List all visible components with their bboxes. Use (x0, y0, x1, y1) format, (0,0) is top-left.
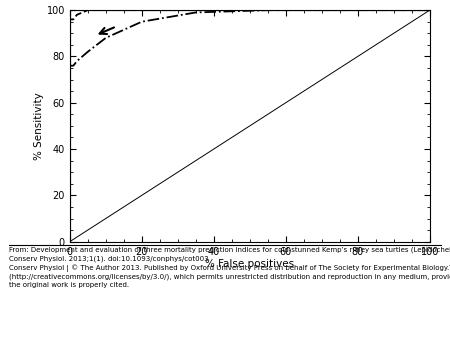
Text: From: Development and evaluation of three mortality prediction indices for cold-: From: Development and evaluation of thre… (9, 247, 450, 288)
Y-axis label: % Sensitivity: % Sensitivity (34, 92, 44, 160)
X-axis label: % False positives: % False positives (205, 259, 294, 269)
